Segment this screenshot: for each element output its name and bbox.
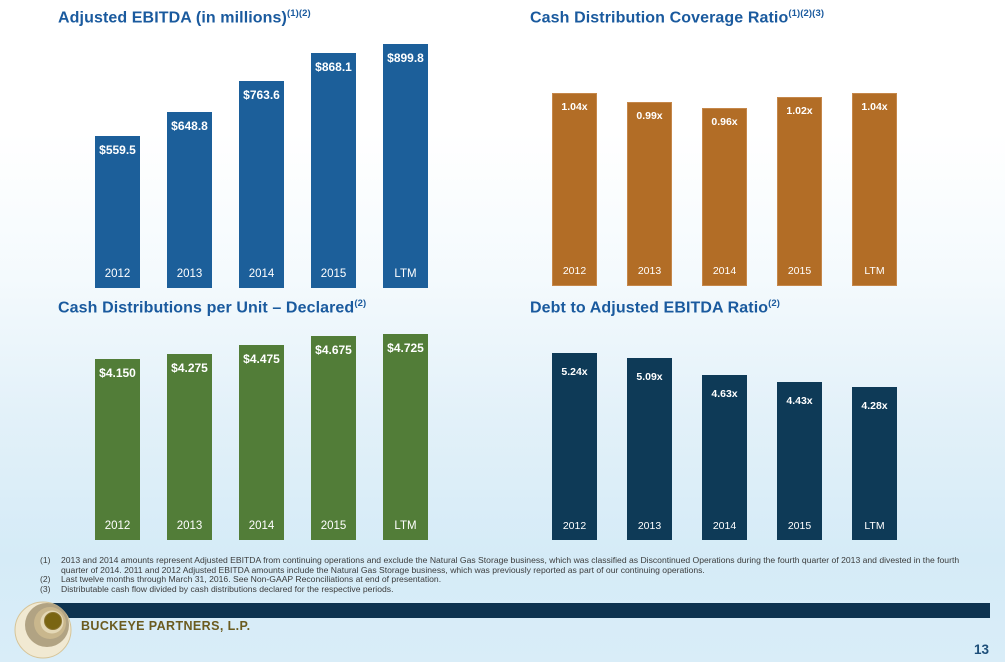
bar-category-label: 2014 xyxy=(248,520,275,532)
bar-2012: 5.24x 2012 xyxy=(552,353,597,540)
bar-value-label: $868.1 xyxy=(315,60,352,74)
bar-value-label: 1.04x xyxy=(561,101,588,113)
bar-2012: $559.5 2012 xyxy=(95,136,140,288)
bar-2014: 0.96x 2014 xyxy=(702,108,747,286)
bar-category-label: 2015 xyxy=(787,520,812,532)
bar-value-label: $4.475 xyxy=(243,352,280,366)
chart-panel-adjusted-ebitda: Adjusted EBITDA (in millions)(1)(2) $559… xyxy=(58,8,493,288)
bar-category-label: LTM xyxy=(864,265,885,277)
bar-value-label: $4.150 xyxy=(99,366,136,380)
bar-plot: $4.150 2012 $4.275 2013 $4.475 2014 $4.675 2015… xyxy=(95,334,428,540)
bar-2015: $868.1 2015 xyxy=(311,53,356,288)
bar-plot: 5.24x 2012 5.09x 2013 4.63x 2014 4.43x 2015 4.28… xyxy=(552,353,897,540)
bar-value-label: 1.04x xyxy=(861,101,888,113)
bar-plot: $559.5 2012 $648.8 2013 $763.6 2014 $868.1 2015… xyxy=(95,44,428,288)
bar-value-label: $4.275 xyxy=(171,361,208,375)
footnote-row: (2) Last twelve months through March 31,… xyxy=(40,575,965,585)
bar-category-label: 2013 xyxy=(176,520,203,532)
footnote-refs: (1)(2) xyxy=(286,8,311,19)
bar-value-label: 0.96x xyxy=(711,116,738,128)
footnote-row: (1) 2013 and 2014 amounts represent Adju… xyxy=(40,555,965,575)
bar-2012: $4.150 2012 xyxy=(95,359,140,540)
bar-value-label: 4.28x xyxy=(861,400,888,412)
bar-ltm: 1.04x LTM xyxy=(852,93,897,286)
footnotes: (1) 2013 and 2014 amounts represent Adju… xyxy=(40,555,965,595)
bar-category-label: 2013 xyxy=(176,268,203,280)
bar-category-label: 2014 xyxy=(712,265,737,277)
bar-value-label: $648.8 xyxy=(171,119,208,133)
bar-category-label: 2014 xyxy=(712,520,737,532)
company-name: BUCKEYE PARTNERS, L.P. xyxy=(81,619,251,633)
bar-2013: 0.99x 2013 xyxy=(627,102,672,286)
chart-title-text: Adjusted EBITDA (in millions) xyxy=(58,9,287,27)
bar-value-label: 5.24x xyxy=(561,366,588,378)
bar-category-label: LTM xyxy=(394,520,417,532)
chart-title-text: Debt to Adjusted EBITDA Ratio xyxy=(530,299,769,317)
chart-title: Debt to Adjusted EBITDA Ratio(2) xyxy=(530,298,970,317)
page-number: 13 xyxy=(973,642,989,657)
footnote-refs: (1)(2)(3) xyxy=(788,8,825,19)
bar-value-label: 1.02x xyxy=(786,105,813,117)
bar-value-label: $899.8 xyxy=(387,51,424,65)
bar-2015: $4.675 2015 xyxy=(311,336,356,540)
bar-value-label: 0.99x xyxy=(636,110,663,122)
chart-title: Adjusted EBITDA (in millions)(1)(2) xyxy=(58,8,493,27)
bar-value-label: $559.5 xyxy=(99,143,136,157)
bar-value-label: $4.675 xyxy=(315,343,352,357)
bar-category-label: 2015 xyxy=(320,268,347,280)
bar-category-label: 2015 xyxy=(787,265,812,277)
chart-panel-coverage-ratio: Cash Distribution Coverage Ratio(1)(2)(3… xyxy=(530,8,970,288)
bar-value-label: 4.43x xyxy=(786,395,813,407)
bar-category-label: 2013 xyxy=(637,265,662,277)
bar-category-label: 2013 xyxy=(637,520,662,532)
bar-value-label: 4.63x xyxy=(711,388,738,400)
bar-ltm: 4.28x LTM xyxy=(852,387,897,540)
bar-2013: $648.8 2013 xyxy=(167,112,212,288)
bar-2014: $763.6 2014 xyxy=(239,81,284,288)
footnote-refs: (2) xyxy=(768,298,781,309)
bar-category-label: 2012 xyxy=(562,265,587,277)
bar-2012: 1.04x 2012 xyxy=(552,93,597,286)
bar-2014: $4.475 2014 xyxy=(239,345,284,540)
bar-category-label: 2012 xyxy=(562,520,587,532)
chart-panel-distributions-per-unit: Cash Distributions per Unit – Declared(2… xyxy=(58,298,493,543)
bar-category-label: 2012 xyxy=(104,268,131,280)
footnote-marker: (3) xyxy=(40,584,51,595)
bar-2013: $4.275 2013 xyxy=(167,354,212,540)
bar-value-label: $763.6 xyxy=(243,88,280,102)
bar-ltm: $4.725 LTM xyxy=(383,334,428,540)
bar-category-label: 2012 xyxy=(104,520,131,532)
footnote-text: 2013 and 2014 amounts represent Adjusted… xyxy=(61,555,960,575)
bar-category-label: LTM xyxy=(394,268,417,280)
footnote-marker: (2) xyxy=(40,574,51,585)
footnote-text: Last twelve months through March 31, 201… xyxy=(61,574,442,585)
bar-category-label: 2015 xyxy=(320,520,347,532)
chart-panel-debt-to-ebitda: Debt to Adjusted EBITDA Ratio(2) 5.24x 20… xyxy=(530,298,970,543)
bar-value-label: $4.725 xyxy=(387,341,424,355)
footnote-refs: (2) xyxy=(354,298,367,309)
bar-2014: 4.63x 2014 xyxy=(702,375,747,540)
bar-category-label: LTM xyxy=(864,520,885,532)
chart-title-text: Cash Distribution Coverage Ratio xyxy=(530,9,789,27)
bar-plot: 1.04x 2012 0.99x 2013 0.96x 2014 1.02x 2015 1.04… xyxy=(552,93,897,286)
bar-value-label: 5.09x xyxy=(636,371,663,383)
bar-ltm: $899.8 LTM xyxy=(383,44,428,288)
buckeye-logo-icon xyxy=(14,601,72,659)
chart-title: Cash Distributions per Unit – Declared(2… xyxy=(58,298,493,317)
footnote-text: Distributable cash flow divided by cash … xyxy=(61,584,394,595)
bar-2015: 1.02x 2015 xyxy=(777,97,822,286)
bar-2013: 5.09x 2013 xyxy=(627,358,672,540)
footnote-row: (3) Distributable cash flow divided by c… xyxy=(40,584,965,595)
footer-divider-bar xyxy=(35,603,990,618)
chart-title-text: Cash Distributions per Unit – Declared xyxy=(58,299,355,317)
bar-category-label: 2014 xyxy=(248,268,275,280)
chart-title: Cash Distribution Coverage Ratio(1)(2)(3… xyxy=(530,8,970,27)
footnote-marker: (1) xyxy=(40,555,51,565)
bar-2015: 4.43x 2015 xyxy=(777,382,822,540)
